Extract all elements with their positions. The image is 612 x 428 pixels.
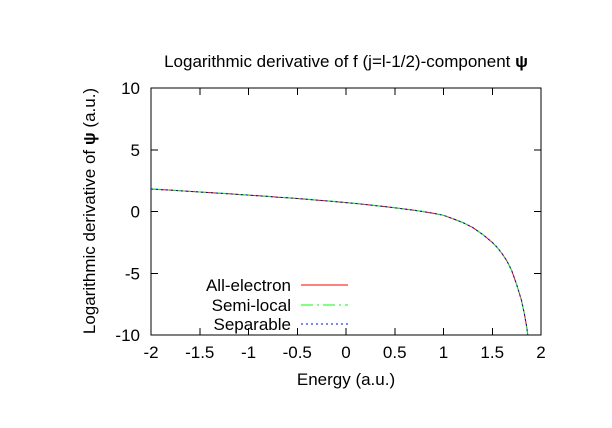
curve-semi-local <box>150 188 529 336</box>
legend-label: All-electron <box>206 276 291 295</box>
legend-label: Semi-local <box>212 296 291 315</box>
x-tick-label: 0 <box>341 343 350 362</box>
x-tick-label: -0.5 <box>283 343 312 362</box>
x-tick-label: 1 <box>439 343 448 362</box>
curve-separable <box>150 188 529 336</box>
chart-title-text: Logarithmic derivative of f (j=l-1/2)-co… <box>164 52 516 71</box>
y-tick-label: -10 <box>115 326 140 345</box>
y-tick-label: -5 <box>125 264 140 283</box>
x-axis-title: Energy (a.u.) <box>296 370 396 389</box>
curve-all-electron <box>150 188 529 336</box>
plot-border <box>150 87 542 336</box>
x-tick-label: -1 <box>241 343 256 362</box>
y-tick-label: 0 <box>131 203 140 222</box>
y-tick-label: 5 <box>131 141 140 160</box>
y-tick-label: 10 <box>121 79 140 98</box>
x-tick-label: 2 <box>536 343 545 362</box>
psi-symbol: ψ <box>515 52 528 71</box>
x-tick-label: -1.5 <box>185 343 214 362</box>
x-tick-label: 1.5 <box>480 343 504 362</box>
chart-title: Logarithmic derivative of f (j=l-1/2)-co… <box>151 52 541 72</box>
legend-label: Separable <box>213 315 291 334</box>
x-tick-label: 0.5 <box>383 343 407 362</box>
x-tick-label: -2 <box>143 343 158 362</box>
